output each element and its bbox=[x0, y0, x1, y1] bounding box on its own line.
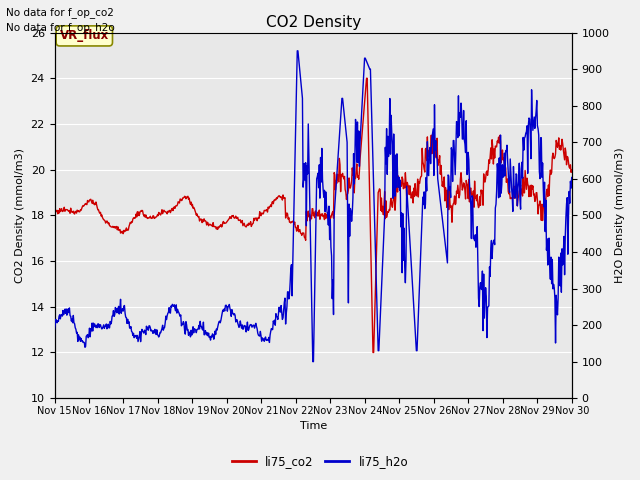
X-axis label: Time: Time bbox=[300, 421, 327, 432]
Text: No data for f_op_h2o: No data for f_op_h2o bbox=[6, 22, 115, 33]
Legend: li75_co2, li75_h2o: li75_co2, li75_h2o bbox=[227, 451, 413, 473]
Text: VR_flux: VR_flux bbox=[60, 29, 109, 42]
Title: CO2 Density: CO2 Density bbox=[266, 15, 361, 30]
Y-axis label: H2O Density (mmol/m3): H2O Density (mmol/m3) bbox=[615, 147, 625, 283]
Y-axis label: CO2 Density (mmol/m3): CO2 Density (mmol/m3) bbox=[15, 148, 25, 283]
Text: No data for f_op_co2: No data for f_op_co2 bbox=[6, 7, 115, 18]
